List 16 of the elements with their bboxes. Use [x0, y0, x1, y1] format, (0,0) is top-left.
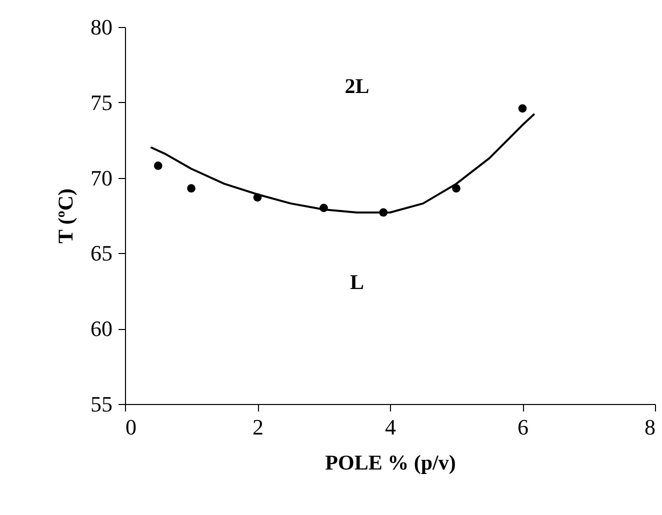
y-tick-label: 60 — [90, 316, 112, 342]
y-tick-label: 75 — [90, 90, 112, 115]
annotation: L — [350, 270, 364, 294]
x-tick-label: 2 — [252, 414, 264, 440]
y-tick-label: 55 — [90, 392, 112, 416]
x-tick-label: 6 — [518, 414, 528, 440]
y-tick-label: 70 — [90, 165, 112, 190]
x-tick-label: 8 — [644, 414, 656, 440]
y-tick-label: 80 — [90, 14, 112, 40]
y-tick-label: 65 — [90, 240, 112, 266]
x-axis-title: POLE % (p/v) — [325, 450, 456, 474]
x-tick-label: 4 — [385, 414, 396, 440]
x-tick-label: 0 — [126, 414, 136, 440]
line-series — [150, 113, 535, 214]
y-axis-title: T (ºC) — [54, 188, 78, 244]
annotation: 2L — [344, 74, 370, 98]
